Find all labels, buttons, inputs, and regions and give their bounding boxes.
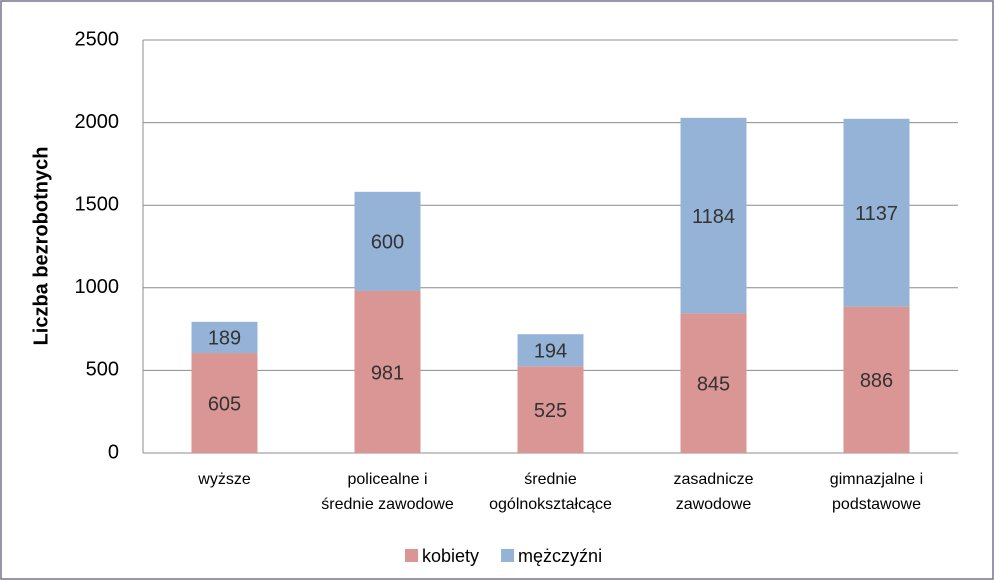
legend-label: kobiety — [422, 546, 479, 566]
bar-segment — [843, 306, 910, 453]
x-tick-label: wyższe — [197, 471, 251, 488]
bar-segment — [517, 334, 584, 367]
bar-segment — [191, 353, 258, 453]
x-tick-label: policealne i — [347, 471, 427, 488]
value-label: 1184 — [692, 206, 735, 228]
value-label: 600 — [371, 232, 404, 254]
legend-swatch — [501, 549, 515, 562]
bar-segment — [517, 366, 584, 453]
legend-swatch — [405, 549, 418, 562]
y-tick-label: 2000 — [75, 111, 120, 133]
bar-segment — [680, 117, 747, 314]
value-label: 605 — [208, 393, 241, 415]
bar-segment — [843, 118, 910, 307]
x-tick-label: średnie — [524, 471, 577, 488]
y-tick-label: 0 — [108, 441, 119, 463]
legend-label: mężczyźni — [518, 546, 602, 566]
bar-segment — [680, 313, 747, 453]
x-tick-label: ogólnokształcące — [489, 496, 612, 513]
y-tick-label: 1500 — [75, 193, 120, 215]
value-label: 1137 — [855, 203, 898, 225]
bar-segment — [191, 321, 258, 354]
value-label: 525 — [534, 400, 567, 422]
bar-segment — [354, 191, 421, 291]
y-tick-label: 500 — [86, 359, 119, 381]
value-label: 886 — [860, 370, 893, 392]
x-tick-label: zawodowe — [676, 496, 752, 513]
x-tick-label: podstawowe — [832, 496, 921, 513]
y-tick-label: 1000 — [75, 276, 120, 298]
value-label: 189 — [208, 328, 241, 350]
y-tick-label: 2500 — [75, 28, 120, 50]
value-label: 981 — [371, 362, 404, 384]
x-tick-label: gimnazjalne i — [830, 471, 923, 488]
x-tick-label: średnie zawodowe — [321, 496, 454, 513]
value-label: 845 — [697, 373, 730, 395]
value-label: 194 — [534, 341, 567, 363]
y-axis-label: Liczba bezrobotnych — [30, 147, 52, 346]
bar-segment — [354, 290, 421, 453]
x-tick-label: zasadnicze — [673, 471, 753, 488]
